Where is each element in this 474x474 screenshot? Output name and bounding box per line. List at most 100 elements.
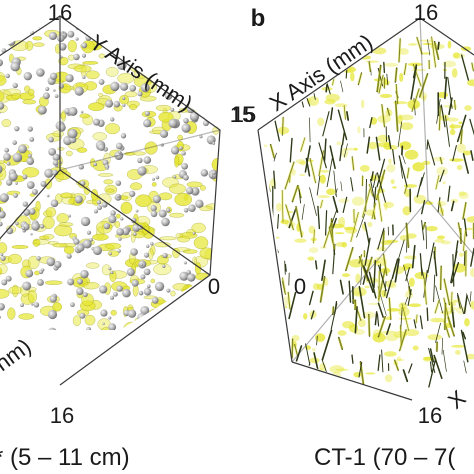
needle bbox=[333, 170, 337, 198]
sphere bbox=[81, 53, 87, 58]
fiber-blob bbox=[262, 269, 266, 275]
sphere bbox=[177, 72, 181, 76]
needle bbox=[462, 331, 467, 340]
fiber-blob bbox=[317, 195, 331, 199]
sphere bbox=[49, 72, 58, 80]
needle bbox=[450, 291, 453, 313]
sphere bbox=[29, 137, 35, 142]
sphere bbox=[113, 291, 118, 297]
fiber-blob bbox=[405, 233, 417, 239]
sphere bbox=[162, 252, 168, 259]
needle bbox=[422, 221, 427, 230]
needle bbox=[439, 265, 442, 290]
fiber-blob bbox=[398, 114, 414, 121]
needle bbox=[435, 285, 443, 314]
sphere bbox=[202, 332, 208, 338]
needle bbox=[372, 173, 377, 188]
sphere bbox=[120, 133, 127, 139]
sphere bbox=[0, 59, 4, 67]
sphere bbox=[146, 42, 153, 50]
sphere bbox=[131, 279, 139, 287]
fiber-blob bbox=[400, 122, 414, 131]
sphere bbox=[188, 204, 196, 212]
sphere bbox=[161, 217, 170, 227]
fiber-blob bbox=[392, 186, 397, 189]
fiber-blob bbox=[452, 299, 458, 303]
needle bbox=[450, 301, 456, 328]
fiber-blob bbox=[344, 147, 358, 151]
sphere bbox=[103, 335, 109, 341]
pore-blob bbox=[0, 205, 4, 216]
sphere bbox=[22, 201, 29, 207]
fiber-blob bbox=[307, 96, 320, 107]
needle bbox=[358, 285, 366, 319]
needle bbox=[289, 137, 293, 163]
needle bbox=[324, 210, 328, 236]
fiber-blob bbox=[365, 60, 379, 63]
needle bbox=[454, 99, 456, 110]
needle bbox=[309, 117, 311, 143]
pore-blob bbox=[193, 305, 211, 318]
panel-a-axis-label-bottom: nm) bbox=[0, 334, 36, 376]
needle bbox=[408, 363, 413, 374]
pore-blob bbox=[7, 307, 16, 320]
pore-blob bbox=[74, 20, 85, 28]
needle bbox=[308, 290, 314, 306]
sphere bbox=[65, 74, 74, 83]
sphere bbox=[38, 269, 44, 275]
sphere bbox=[33, 302, 40, 308]
sphere bbox=[180, 321, 190, 330]
pore-blob bbox=[151, 182, 157, 187]
fiber-blob bbox=[367, 221, 373, 228]
needle-halo bbox=[433, 300, 441, 314]
sphere bbox=[13, 193, 18, 198]
needle bbox=[442, 349, 447, 372]
fiber-blob bbox=[262, 310, 272, 315]
needle bbox=[305, 343, 311, 366]
needle bbox=[309, 187, 317, 216]
needle bbox=[435, 322, 441, 343]
needle bbox=[362, 188, 371, 218]
needle bbox=[288, 208, 297, 229]
pore-blob bbox=[78, 332, 93, 345]
needle bbox=[326, 155, 334, 188]
pore-blob bbox=[124, 152, 136, 156]
sphere bbox=[130, 248, 138, 256]
needle bbox=[342, 196, 348, 214]
sphere bbox=[179, 271, 189, 281]
needle bbox=[400, 325, 402, 347]
sphere bbox=[150, 210, 158, 218]
needle bbox=[363, 265, 374, 294]
pore-blob bbox=[39, 342, 56, 350]
sphere bbox=[137, 157, 143, 164]
needle bbox=[439, 169, 445, 183]
needle bbox=[284, 260, 286, 275]
fiber-blob bbox=[309, 357, 320, 364]
needle bbox=[386, 73, 389, 86]
fiber-blob bbox=[287, 210, 294, 214]
pore-blob bbox=[33, 42, 45, 47]
needle bbox=[382, 230, 385, 252]
needle-halo bbox=[273, 34, 282, 53]
fiber-blob bbox=[376, 142, 391, 148]
fiber-blob bbox=[262, 144, 268, 148]
needle bbox=[378, 74, 384, 94]
sphere bbox=[22, 174, 28, 180]
sphere bbox=[211, 170, 217, 175]
sphere bbox=[143, 119, 152, 128]
needle-halo bbox=[406, 167, 411, 179]
fiber-blob bbox=[294, 238, 307, 243]
needle bbox=[404, 297, 408, 305]
needle bbox=[343, 143, 348, 158]
sphere bbox=[172, 310, 177, 316]
pore-blob bbox=[169, 212, 185, 218]
needle bbox=[425, 225, 428, 250]
sphere bbox=[199, 86, 204, 92]
needle bbox=[462, 153, 469, 174]
needle bbox=[268, 356, 279, 384]
needle bbox=[437, 41, 440, 50]
fiber-blob bbox=[458, 121, 463, 125]
sphere bbox=[25, 269, 34, 278]
pore-blob bbox=[52, 302, 62, 312]
